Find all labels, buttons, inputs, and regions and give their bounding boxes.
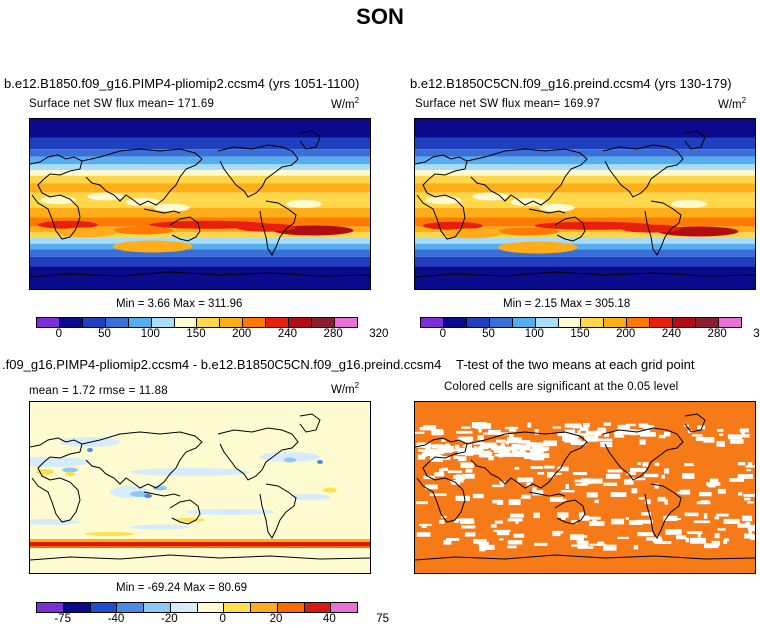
colorbar-swatch (421, 318, 444, 327)
colorbar-swatch (197, 603, 225, 612)
colorbar-swatch (90, 603, 118, 612)
colorbar-swatch (82, 318, 106, 327)
colorbar-swatch (604, 318, 628, 327)
difference-anomalies (30, 437, 370, 548)
colorbar-swatch (696, 318, 719, 327)
colorbar-swatch (673, 318, 697, 327)
colorbar-tick-label: 50 (482, 328, 495, 340)
colorbar-swatch (489, 318, 513, 327)
panel-1-map (29, 118, 371, 290)
panel-2-colorbar (420, 317, 742, 328)
colorbar-tick-label: 240 (661, 328, 682, 340)
not-significant-cells (415, 422, 755, 552)
colorbar-swatch (512, 318, 536, 327)
colorbar-swatch (650, 318, 674, 327)
colorbar-swatch (266, 318, 290, 327)
panel-3-minmax: Min = -69.24 Max = 80.69 (116, 582, 248, 594)
colorbar-swatch (117, 603, 144, 612)
panel-3-subtitle: mean = 1.72 rmse = 11.88 (29, 385, 168, 397)
panel-2-subtitle: Surface net SW flux mean= 169.97 (415, 98, 601, 110)
colorbar-swatch (466, 318, 490, 327)
colorbar-swatch (59, 318, 83, 327)
colorbar-tick-label: 240 (277, 328, 298, 340)
coastlines (415, 413, 755, 561)
colorbar-tick-label: 200 (232, 328, 252, 340)
colorbar-swatch (443, 318, 467, 327)
colorbar-tick-label: 150 (186, 328, 206, 340)
panel-3-title: .f09_g16.PIMP4-pliomip2.ccsm4 - b.e12.B1… (2, 357, 442, 372)
colorbar-swatch (144, 603, 171, 612)
colorbar-swatch (151, 318, 175, 327)
colorbar-tick-label: -75 (54, 613, 71, 625)
colorbar-swatch (304, 603, 332, 612)
colorbar-swatch (197, 318, 221, 327)
colorbar-tick-label: 280 (707, 328, 727, 340)
colorbar-tick-label: 100 (140, 328, 160, 340)
colorbar-swatch (251, 603, 278, 612)
panel-2-minmax: Min = 2.15 Max = 305.18 (503, 298, 631, 310)
colorbar-swatch (63, 603, 91, 612)
panel-2-units: W/m2 (718, 96, 747, 111)
colorbar-swatch (170, 603, 198, 612)
panel-2-title: b.e12.B1850C5CN.f09_g16.preind.ccsm4 (yr… (410, 76, 732, 91)
colorbar-swatch (718, 318, 741, 327)
panel-2-map (414, 118, 756, 290)
flux-maxima (422, 221, 739, 254)
colorbar-swatch (37, 318, 60, 327)
colorbar-swatch (331, 603, 357, 612)
colorbar-swatch (627, 318, 651, 327)
flux-heatmap (415, 119, 755, 289)
colorbar-swatch (581, 318, 605, 327)
panel-1-title: b.e12.B1850.f09_g16.PIMP4-pliomip2.ccsm4… (4, 76, 360, 91)
colorbar-swatch (277, 603, 305, 612)
colorbar-swatch (224, 603, 251, 612)
colorbar-tick-label: 100 (524, 328, 544, 340)
coastlines (30, 413, 370, 561)
colorbar-tick-label: -40 (107, 613, 125, 625)
difference-heatmap (30, 402, 370, 573)
colorbar-tick-label: 0 (439, 328, 447, 340)
colorbar-swatch (535, 318, 559, 327)
colorbar-tick-label: 320 (369, 328, 389, 340)
coastlines (415, 130, 755, 278)
colorbar-swatch (105, 318, 129, 327)
panel-1-minmax: Min = 3.66 Max = 311.96 (116, 298, 243, 310)
colorbar-tick-label: 320 (753, 328, 760, 340)
colorbar-tick-label: -20 (161, 613, 178, 625)
panel-1-colorbar (36, 317, 358, 328)
panel-3-map (29, 401, 371, 574)
panel-1-units: W/m2 (331, 96, 360, 111)
colorbar-tick-label: 0 (55, 328, 63, 340)
panel-1-subtitle: Surface net SW flux mean= 171.69 (29, 98, 215, 110)
colorbar-tick-label: 0 (219, 613, 226, 625)
colorbar-swatch (289, 318, 313, 327)
colorbar-swatch (558, 318, 582, 327)
colorbar-swatch (334, 318, 357, 327)
flux-cloud-patches (425, 192, 707, 212)
panel-3-units: W/m2 (331, 381, 360, 396)
panel-3-colorbar (36, 602, 358, 613)
colorbar-tick-label: 150 (570, 328, 590, 340)
panel-4-subtitle: Colored cells are significant at the 0.0… (444, 381, 679, 393)
colorbar-swatch (174, 318, 198, 327)
page-title: SON (356, 4, 404, 29)
colorbar-swatch (37, 603, 64, 612)
colorbar-tick-label: 50 (98, 328, 111, 340)
flux-heatmap (30, 119, 370, 289)
colorbar-tick-label: 40 (322, 613, 336, 625)
colorbar-tick-label: 20 (269, 613, 283, 625)
colorbar-tick-label: 200 (616, 328, 636, 340)
colorbar-swatch (312, 318, 335, 327)
colorbar-tick-label: 280 (323, 328, 343, 340)
panel-4-map (414, 401, 756, 574)
colorbar-tick-label: 75 (376, 613, 390, 625)
significance-map (415, 402, 755, 573)
coastlines (30, 130, 370, 278)
colorbar-swatch (128, 318, 152, 327)
colorbar-swatch (243, 318, 267, 327)
colorbar-swatch (220, 318, 244, 327)
panel-4-title: T-test of the two means at each grid poi… (456, 357, 695, 372)
